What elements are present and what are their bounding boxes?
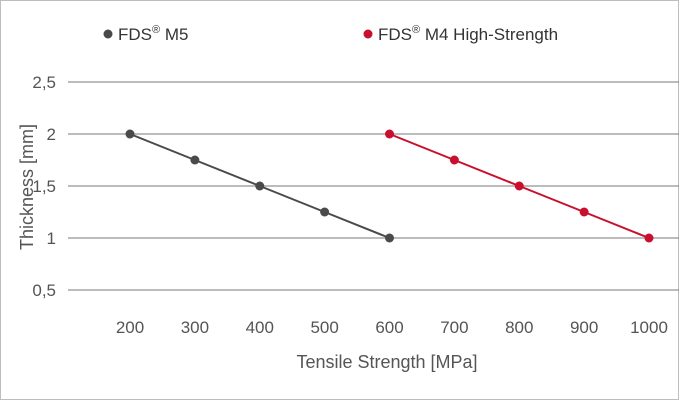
x-tick-label: 700	[440, 318, 468, 337]
legend-marker	[363, 29, 373, 39]
legend-label-sup: ®	[152, 24, 160, 36]
y-tick-labels: 0,5 1 1,5 2 2,5	[32, 73, 56, 300]
data-point	[385, 233, 394, 243]
series-layer	[125, 129, 654, 243]
x-tick-label: 500	[310, 318, 338, 337]
data-point	[320, 207, 330, 217]
y-axis-title: Thickness [mm]	[17, 124, 37, 250]
x-tick-label: 300	[181, 318, 209, 337]
x-axis-title: Tensile Strength [MPa]	[296, 352, 477, 372]
data-point	[644, 233, 654, 243]
data-point	[125, 129, 135, 139]
legend-label: FDS® M4 High-Strength	[378, 24, 558, 44]
x-tick-label: 900	[570, 318, 598, 337]
y-tick-label: 1,5	[32, 177, 56, 196]
legend-label-base: FDS	[378, 25, 412, 44]
y-tick-label: 1	[47, 229, 56, 248]
x-tick-label: 200	[116, 318, 144, 337]
legend-label-base: FDS	[118, 25, 152, 44]
data-point	[385, 129, 394, 139]
data-point	[514, 181, 524, 191]
data-point	[190, 155, 200, 165]
legend: FDS® M5 FDS® M4 High-Strength	[103, 24, 558, 44]
legend-label: FDS® M5	[118, 24, 188, 44]
legend-marker	[103, 29, 113, 39]
gridlines	[68, 81, 679, 291]
data-point	[449, 155, 459, 165]
legend-label-rest: M4 High-Strength	[420, 25, 558, 44]
data-point	[579, 207, 589, 217]
y-tick-label: 0,5	[32, 281, 56, 300]
x-tick-labels: 200 300 400 500 600 700 800 900 1000	[116, 318, 668, 337]
x-tick-label: 1000	[630, 318, 668, 337]
x-tick-label: 600	[375, 318, 403, 337]
y-tick-label: 2	[47, 125, 56, 144]
y-tick-label: 2,5	[32, 73, 56, 92]
data-point	[255, 181, 265, 191]
line-chart: 0,5 1 1,5 2 2,5 200 300 400 500 600 700 800 900 1000…	[17, 24, 679, 372]
legend-label-rest: M5	[160, 25, 188, 44]
x-tick-label: 800	[505, 318, 533, 337]
x-tick-label: 400	[246, 318, 274, 337]
legend-label-sup: ®	[412, 24, 420, 36]
